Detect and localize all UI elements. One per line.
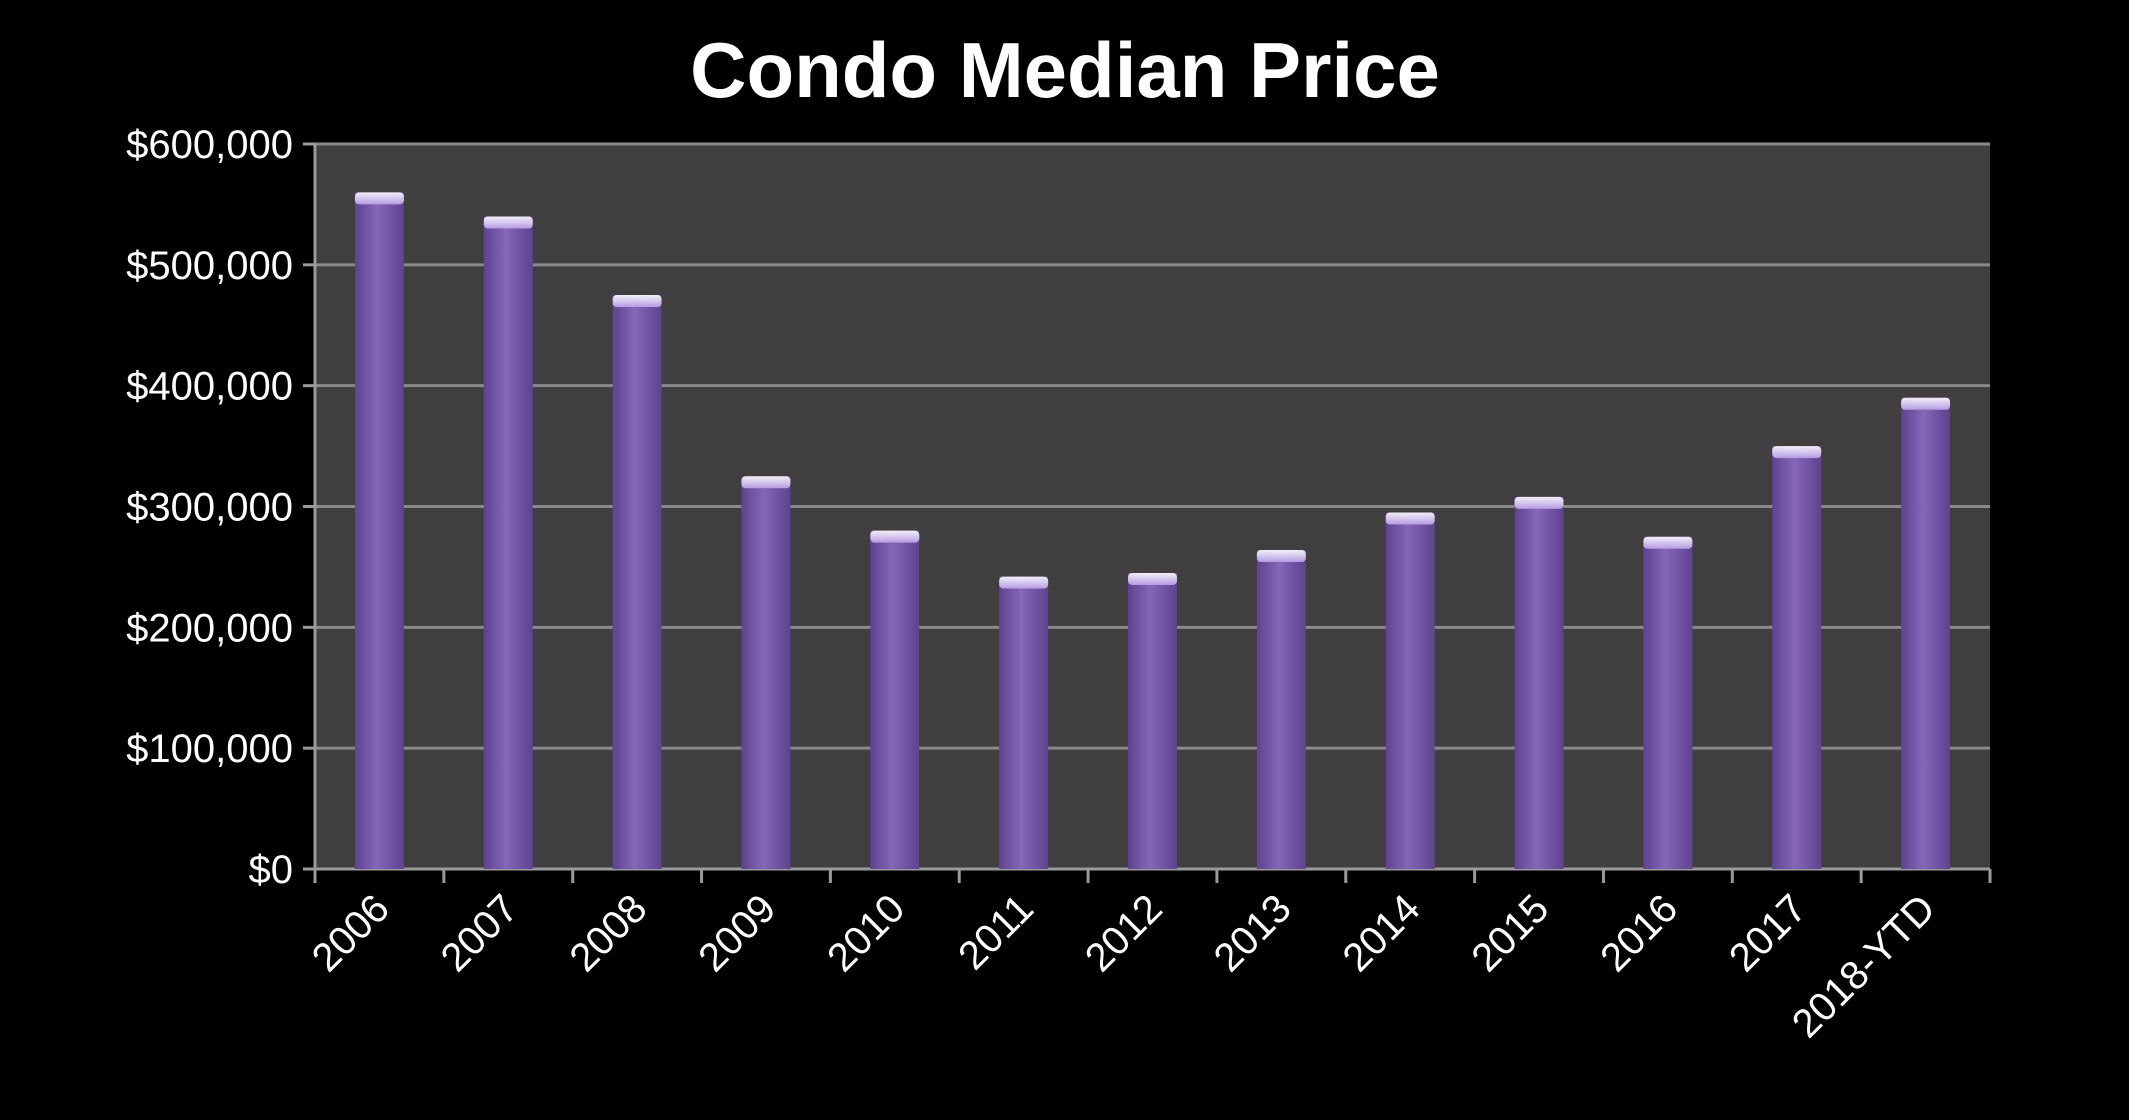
x-tick-label: 2007 — [433, 886, 527, 980]
bar — [1128, 572, 1177, 869]
bar — [1772, 446, 1822, 869]
bar-group — [870, 530, 920, 869]
x-tick-label: 2010 — [819, 886, 913, 980]
y-tick-label: $200,000 — [126, 606, 293, 650]
x-tick-label: 2006 — [304, 886, 398, 980]
bar-cap — [1385, 512, 1435, 525]
bar-cap — [354, 192, 404, 205]
bar-group — [483, 216, 533, 869]
bar-cap — [870, 530, 920, 543]
bar-group — [354, 192, 404, 870]
y-tick-label: $500,000 — [126, 244, 293, 288]
bar — [741, 476, 791, 869]
bar-group — [612, 295, 662, 870]
bar — [354, 192, 404, 870]
bar-cap — [1128, 572, 1177, 585]
bar — [1256, 550, 1306, 869]
bar-group — [1256, 550, 1306, 869]
bar — [483, 216, 533, 869]
bar — [1514, 496, 1564, 869]
bar — [1643, 536, 1693, 869]
bar-group — [741, 476, 791, 869]
bar — [1385, 512, 1435, 869]
y-tick-label: $0 — [249, 848, 294, 892]
bar — [1901, 397, 1951, 869]
bar-cap — [483, 216, 533, 229]
x-tick-label: 2013 — [1206, 886, 1300, 980]
bar-cap — [1256, 550, 1306, 562]
bar-group — [1514, 496, 1564, 869]
bar-cap — [1643, 536, 1693, 549]
bar-cap — [1772, 446, 1822, 459]
y-tick-label: $100,000 — [126, 727, 293, 771]
bar-group — [1128, 572, 1177, 869]
x-tick-label: 2016 — [1592, 886, 1686, 980]
y-tick-label: $300,000 — [126, 486, 293, 530]
x-tick-label: 2015 — [1463, 886, 1557, 980]
bar-cap — [1514, 496, 1564, 509]
x-tick-label: 2012 — [1077, 886, 1171, 980]
chart-title: Condo Median Price — [690, 26, 1440, 114]
bar-group — [1772, 446, 1822, 869]
bar — [612, 295, 662, 870]
bar-group — [999, 576, 1049, 869]
bar-group — [1643, 536, 1693, 869]
x-tick-label: 2008 — [561, 886, 655, 980]
x-tick-label: 2014 — [1335, 886, 1429, 980]
x-tick-label: 2009 — [690, 886, 784, 980]
x-tick-label: 2011 — [950, 886, 1042, 978]
bar — [999, 576, 1049, 869]
bar-cap — [612, 295, 662, 308]
x-tick-label: 2017 — [1721, 886, 1815, 980]
bar-cap — [741, 476, 791, 489]
bar-cap — [999, 576, 1049, 589]
bar-cap — [1901, 397, 1951, 410]
y-tick-label: $600,000 — [126, 123, 293, 167]
bar — [870, 530, 920, 869]
bar-group — [1385, 512, 1435, 869]
y-tick-label: $400,000 — [126, 365, 293, 409]
bar-group — [1901, 397, 1951, 869]
